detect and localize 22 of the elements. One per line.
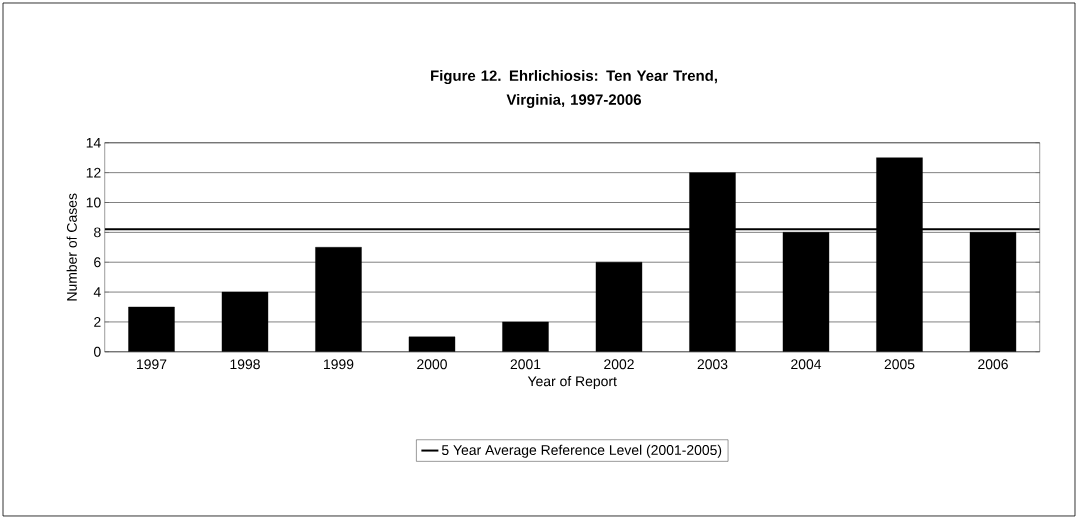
x-tick-label: 2003	[697, 359, 728, 370]
legend-label: 5 Year Average Reference Level (2001-2005)	[441, 444, 722, 458]
y-axis-title: Number of Cases	[66, 193, 77, 301]
x-tick-label: 2002	[604, 359, 634, 370]
chart-title: Figure 12. Ehrlichiosis: Ten Year Trend, Virginia, 1997-2006	[431, 70, 717, 108]
x-tick-label: 1999	[324, 359, 354, 370]
y-tick-label: 0	[94, 346, 101, 357]
y-tick-label: 8	[94, 227, 101, 238]
y-tick-label: 10	[86, 197, 101, 208]
x-axis-title: Year of Report	[527, 376, 617, 390]
x-tick-label: 2000	[417, 359, 447, 370]
x-tick-label: 2001	[510, 359, 541, 370]
y-tick-label: 12	[86, 167, 101, 178]
x-tick-label: 2005	[884, 359, 915, 370]
x-tick-label: 1998	[230, 359, 260, 370]
y-tick-label: 6	[94, 257, 101, 268]
x-tick-label: 2004	[791, 359, 822, 370]
x-tick-label: 2006	[978, 359, 1008, 370]
y-tick-label: 14	[86, 137, 101, 148]
x-tick-label: 1997	[137, 359, 167, 370]
y-tick-label: 2	[94, 317, 101, 327]
y-tick-label: 4	[93, 287, 101, 297]
